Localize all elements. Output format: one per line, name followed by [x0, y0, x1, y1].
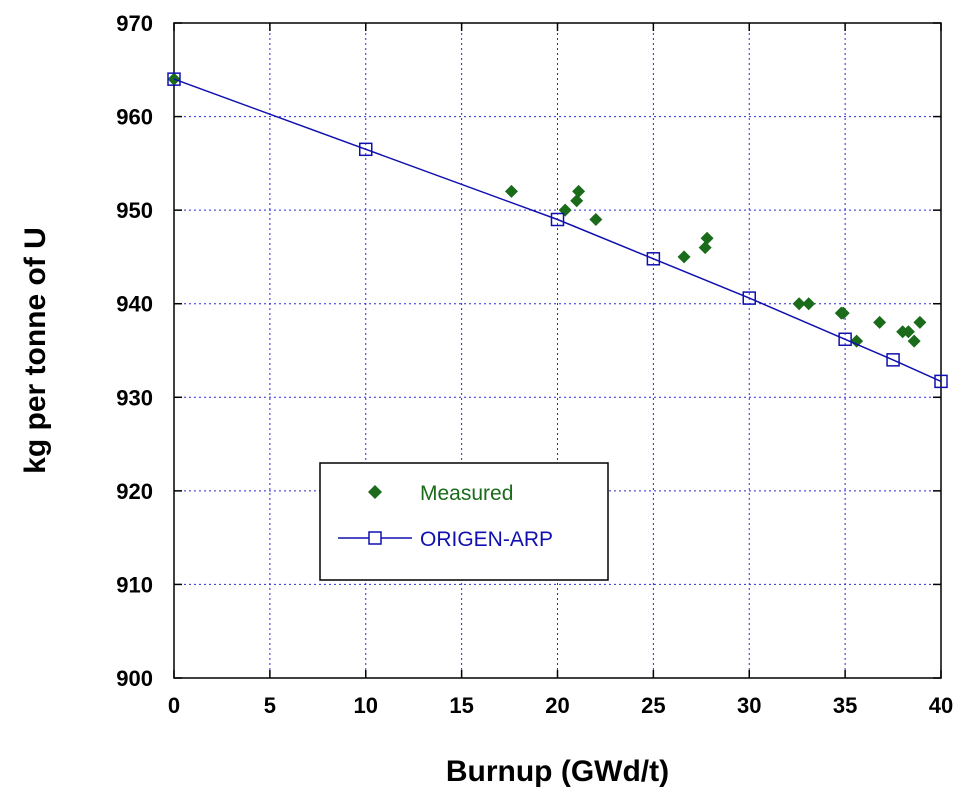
legend-box [319, 462, 609, 581]
x-tick-label: 25 [641, 693, 665, 718]
origen-arp-point [886, 353, 900, 367]
series-layer [167, 72, 948, 389]
legend-measured-marker [368, 485, 382, 499]
origen-arp-point [646, 252, 661, 266]
y-tick-label: 900 [116, 666, 153, 691]
x-tick-label: 0 [168, 693, 180, 718]
measured-point [802, 297, 816, 311]
legend-origen-marker [368, 531, 382, 545]
measured-point [504, 184, 518, 198]
measured-point [572, 184, 586, 198]
measured-point [570, 194, 584, 208]
y-tick-label: 910 [116, 572, 153, 597]
x-tick-label: 5 [264, 693, 276, 718]
x-tick-label: 35 [833, 693, 857, 718]
legend-measured-label: Measured [420, 482, 513, 505]
measured-point [850, 334, 864, 348]
origen-arp-point [167, 72, 181, 86]
axis-ticks [173, 22, 942, 679]
x-tick-label: 15 [449, 693, 473, 718]
series-origen-arp [167, 72, 948, 389]
measured-point [700, 231, 714, 245]
x-tick-label: 40 [929, 693, 953, 718]
measured-point [873, 315, 887, 329]
measured-point [792, 297, 806, 311]
origen-arp-point [550, 212, 565, 227]
legend-origen-label: ORIGEN-ARP [420, 528, 553, 551]
origen-arp-point [742, 291, 756, 305]
origen-arp-line [173, 78, 942, 383]
y-tick-label: 960 [116, 105, 153, 130]
measured-point [836, 306, 850, 320]
y-axis-title: kg per tonne of U [19, 227, 52, 474]
y-tick-label: 920 [116, 479, 153, 504]
origen-arp-point [838, 332, 852, 347]
y-tick-label: 930 [116, 385, 153, 410]
x-tick-label: 10 [354, 693, 378, 718]
series-measured [167, 72, 927, 348]
measured-point [907, 334, 921, 348]
y-tick-label: 940 [116, 292, 153, 317]
legend: Measured ORIGEN-ARP [319, 462, 609, 581]
x-tick-label: 20 [545, 693, 569, 718]
y-tick-labels: 900 910 920 930 940 950 960 970 [116, 11, 153, 691]
measured-point [698, 241, 712, 255]
x-tick-labels: 0 5 10 15 20 25 30 35 40 [168, 693, 953, 718]
y-tick-label: 950 [116, 198, 153, 223]
y-tick-label: 970 [116, 11, 153, 36]
origen-arp-point [359, 142, 373, 157]
measured-point [589, 213, 603, 226]
measured-point [913, 315, 927, 329]
x-axis-title: Burnup (GWd/t) [446, 755, 669, 788]
measured-point [558, 203, 572, 217]
measured-point [677, 250, 691, 264]
x-tick-label: 30 [737, 693, 761, 718]
origen-arp-point [934, 374, 948, 389]
measured-point [901, 325, 915, 339]
